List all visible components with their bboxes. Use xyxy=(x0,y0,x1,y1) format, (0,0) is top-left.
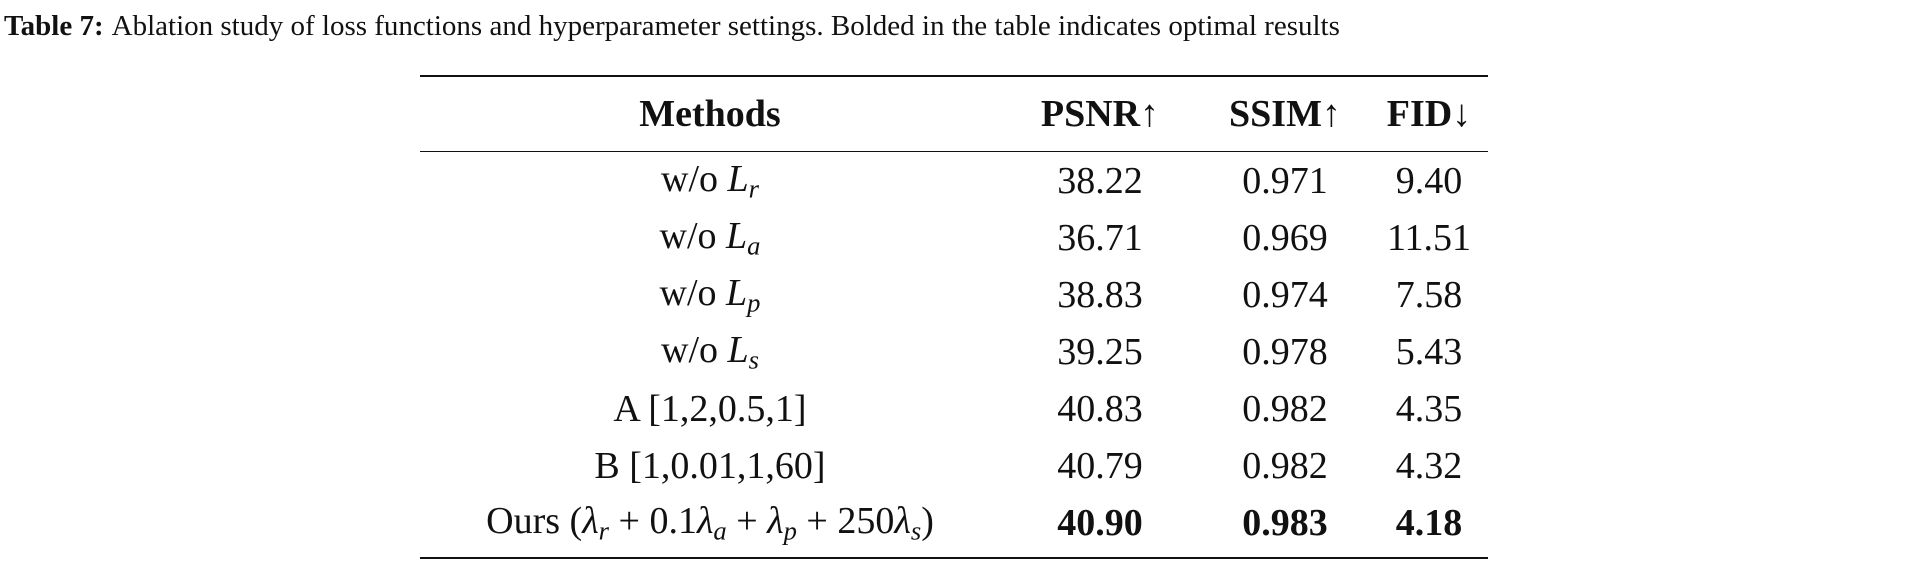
method-text: w/o xyxy=(661,157,728,200)
method-text: + 250 xyxy=(796,499,895,542)
method-text: w/o xyxy=(659,214,727,257)
method-text: A [1,2,0.5,1] xyxy=(613,387,807,430)
table-row: Ours (λr + 0.1λa + λp + 250λs) 40.90 0.983… xyxy=(420,494,1488,558)
math-subscript: p xyxy=(783,515,797,546)
table: Methods PSNR↑ SSIM↑ FID↓ w/o Lr 38.22 0.971 9.… xyxy=(420,75,1488,559)
header-cell: PSNR↑ xyxy=(1000,76,1200,152)
math-symbol: L xyxy=(726,214,748,257)
value-cell: 0.971 xyxy=(1242,159,1328,202)
math-subscript: s xyxy=(748,344,759,375)
header-cell: SSIM↑ xyxy=(1200,76,1370,152)
value-cell: 11.51 xyxy=(1386,216,1472,259)
method-cell: A [1,2,0.5,1] xyxy=(420,380,1000,437)
table-row: w/o La 36.71 0.969 11.51 xyxy=(420,209,1488,266)
value-cell: 0.974 xyxy=(1242,273,1328,316)
caption-label: Table 7: xyxy=(4,10,104,42)
header-cell: FID↓ xyxy=(1370,76,1488,152)
method-text: w/o xyxy=(659,271,727,314)
method-cell: w/o Ls xyxy=(420,323,1000,380)
math-symbol: L xyxy=(726,271,748,314)
method-text: Ours ( xyxy=(486,499,583,542)
math-symbol: λ xyxy=(582,499,599,542)
method-cell: w/o Lr xyxy=(420,152,1000,210)
table-row: w/o Lr 38.22 0.971 9.40 xyxy=(420,152,1488,210)
math-symbol: L xyxy=(727,157,749,200)
math-symbol: λ xyxy=(894,499,911,542)
table-row: B [1,0.01,1,60] 40.79 0.982 4.32 xyxy=(420,437,1488,494)
value-cell: 0.983 xyxy=(1242,501,1328,544)
value-cell: 0.978 xyxy=(1242,330,1328,373)
method-text: ) xyxy=(921,499,934,542)
table-row: A [1,2,0.5,1] 40.83 0.982 4.35 xyxy=(420,380,1488,437)
method-cell: B [1,0.01,1,60] xyxy=(420,437,1000,494)
math-subscript: a xyxy=(747,230,761,261)
method-cell: Ours (λr + 0.1λa + λp + 250λs) xyxy=(420,494,1000,558)
value-cell: 40.83 xyxy=(1057,387,1143,430)
caption-text: Ablation study of loss functions and hyp… xyxy=(111,10,1340,42)
value-cell: 4.18 xyxy=(1395,501,1463,544)
math-symbol: L xyxy=(727,328,749,371)
value-cell: 40.79 xyxy=(1057,444,1143,487)
value-cell: 38.22 xyxy=(1057,159,1143,202)
math-symbol: λ xyxy=(696,499,714,542)
method-text: + xyxy=(726,499,768,542)
method-cell: w/o Lp xyxy=(420,266,1000,323)
math-subscript: r xyxy=(748,173,759,204)
value-cell: 4.32 xyxy=(1395,444,1463,487)
method-text: B [1,0.01,1,60] xyxy=(594,444,826,487)
value-cell: 0.982 xyxy=(1242,444,1328,487)
value-cell: 0.982 xyxy=(1242,387,1328,430)
math-subscript: p xyxy=(747,287,761,318)
math-subscript: a xyxy=(713,515,727,546)
header-cell: Methods xyxy=(420,76,1000,152)
math-symbol: λ xyxy=(767,499,784,542)
value-cell: 39.25 xyxy=(1057,330,1143,373)
method-cell: w/o La xyxy=(420,209,1000,266)
value-cell: 0.969 xyxy=(1242,216,1328,259)
value-cell: 36.71 xyxy=(1057,216,1143,259)
method-text: w/o xyxy=(661,328,728,371)
math-subscript: r xyxy=(598,515,610,546)
value-cell: 7.58 xyxy=(1395,273,1463,316)
value-cell: 38.83 xyxy=(1057,273,1143,316)
table-row: w/o Ls 39.25 0.978 5.43 xyxy=(420,323,1488,380)
value-cell: 5.43 xyxy=(1395,330,1463,373)
header-row: Methods PSNR↑ SSIM↑ FID↓ xyxy=(420,76,1488,152)
caption: Table 7: Ablation study of loss functions… xyxy=(4,10,1340,43)
table-row: w/o Lp 38.83 0.974 7.58 xyxy=(420,266,1488,323)
value-cell: 4.35 xyxy=(1395,387,1463,430)
value-cell: 9.40 xyxy=(1395,159,1463,202)
method-text: + 0.1 xyxy=(609,499,697,542)
value-cell: 40.90 xyxy=(1057,501,1143,544)
math-subscript: s xyxy=(910,515,922,546)
